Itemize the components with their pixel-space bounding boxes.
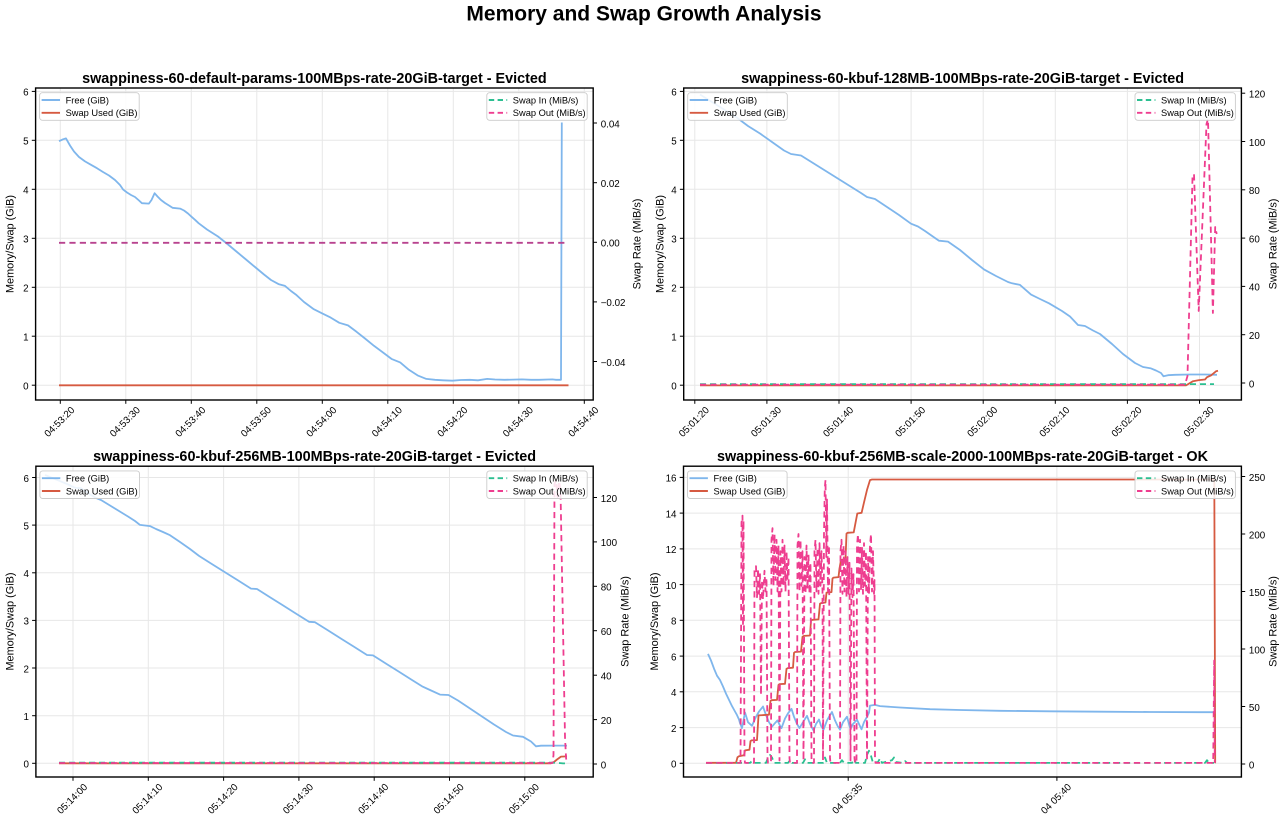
svg-text:swappiness-60-kbuf-256MB-100MB: swappiness-60-kbuf-256MB-100MBps-rate-20… [93,449,536,465]
svg-text:50: 50 [1249,703,1260,714]
svg-text:Free (GiB): Free (GiB) [66,474,109,484]
svg-text:20: 20 [601,716,612,727]
svg-text:swappiness-60-default-params-1: swappiness-60-default-params-100MBps-rat… [82,71,547,87]
svg-text:−0.02: −0.02 [601,298,626,309]
svg-text:5: 5 [23,137,29,148]
svg-text:2: 2 [671,724,676,735]
svg-text:Swap In (MiB/s): Swap In (MiB/s) [1161,474,1227,484]
svg-text:80: 80 [601,583,612,594]
svg-text:6: 6 [671,652,677,663]
svg-text:2: 2 [671,284,676,295]
svg-text:3: 3 [23,235,29,246]
svg-text:100: 100 [601,538,618,549]
svg-text:swappiness-60-kbuf-128MB-100MB: swappiness-60-kbuf-128MB-100MBps-rate-20… [741,71,1184,87]
svg-text:0: 0 [601,760,607,771]
svg-text:100: 100 [1249,138,1266,149]
svg-text:4: 4 [23,569,29,580]
svg-text:Swap In (MiB/s): Swap In (MiB/s) [513,95,579,105]
svg-text:Swap Out (MiB/s): Swap Out (MiB/s) [513,108,586,118]
svg-text:6: 6 [23,474,29,485]
svg-text:Free (GiB): Free (GiB) [66,95,109,105]
svg-text:Swap Used (GiB): Swap Used (GiB) [66,108,138,118]
svg-text:5: 5 [23,521,29,532]
svg-text:6: 6 [671,88,677,99]
svg-text:Swap Rate (MiB/s): Swap Rate (MiB/s) [1268,576,1280,667]
svg-text:Swap In (MiB/s): Swap In (MiB/s) [513,474,579,484]
svg-text:swappiness-60-kbuf-256MB-scale: swappiness-60-kbuf-256MB-scale-2000-100M… [717,449,1209,465]
svg-text:4: 4 [23,186,29,197]
svg-text:150: 150 [1249,588,1266,599]
svg-text:3: 3 [23,617,29,628]
svg-text:14: 14 [666,509,677,520]
svg-text:2: 2 [23,664,28,675]
svg-text:0.02: 0.02 [601,179,620,190]
svg-text:120: 120 [601,494,618,505]
svg-text:Free (GiB): Free (GiB) [714,474,757,484]
svg-text:Memory and Swap Growth Analysi: Memory and Swap Growth Analysis [466,3,821,26]
svg-text:0: 0 [23,760,29,771]
svg-text:5: 5 [671,137,677,148]
svg-text:0: 0 [1249,760,1255,771]
svg-text:60: 60 [1249,234,1260,245]
svg-text:16: 16 [666,474,677,485]
svg-text:Swap Out (MiB/s): Swap Out (MiB/s) [1161,486,1234,496]
svg-text:0: 0 [671,760,677,771]
svg-text:40: 40 [601,672,612,683]
svg-text:0: 0 [23,382,29,393]
svg-text:Swap Used (GiB): Swap Used (GiB) [66,486,138,496]
svg-text:Swap Used (GiB): Swap Used (GiB) [714,486,786,496]
svg-text:1: 1 [671,333,676,344]
svg-text:Free (GiB): Free (GiB) [714,95,757,105]
svg-text:2: 2 [23,284,28,295]
svg-text:3: 3 [671,235,677,246]
svg-text:Swap Out (MiB/s): Swap Out (MiB/s) [1161,108,1234,118]
svg-text:20: 20 [1249,331,1260,342]
svg-text:1: 1 [23,712,28,723]
svg-text:100: 100 [1249,645,1266,656]
svg-text:6: 6 [23,88,29,99]
svg-text:Swap Rate (MiB/s): Swap Rate (MiB/s) [1268,199,1280,290]
svg-text:12: 12 [666,545,677,556]
svg-text:10: 10 [666,581,677,592]
svg-text:80: 80 [1249,186,1260,197]
svg-text:Memory/Swap (GiB): Memory/Swap (GiB) [5,195,17,293]
svg-text:Swap Rate (MiB/s): Swap Rate (MiB/s) [632,199,644,290]
svg-text:4: 4 [671,186,677,197]
svg-text:4: 4 [671,688,677,699]
svg-text:Swap Out (MiB/s): Swap Out (MiB/s) [513,486,586,496]
svg-text:60: 60 [601,627,612,638]
svg-text:40: 40 [1249,283,1260,294]
svg-text:1: 1 [23,333,28,344]
svg-text:0.04: 0.04 [601,119,621,130]
svg-text:0: 0 [1249,379,1255,390]
svg-text:0.00: 0.00 [601,239,621,250]
svg-text:Memory/Swap (GiB): Memory/Swap (GiB) [649,572,661,670]
svg-text:Swap In (MiB/s): Swap In (MiB/s) [1161,95,1227,105]
svg-text:8: 8 [671,617,677,628]
svg-text:Memory/Swap (GiB): Memory/Swap (GiB) [655,195,667,293]
svg-text:Memory/Swap (GiB): Memory/Swap (GiB) [5,572,17,670]
svg-text:−0.04: −0.04 [601,358,626,369]
svg-text:0: 0 [671,382,677,393]
svg-text:Swap Used (GiB): Swap Used (GiB) [714,108,786,118]
svg-text:250: 250 [1249,473,1266,484]
svg-text:120: 120 [1249,90,1266,101]
svg-text:200: 200 [1249,530,1266,541]
svg-text:Swap Rate (MiB/s): Swap Rate (MiB/s) [620,576,632,667]
